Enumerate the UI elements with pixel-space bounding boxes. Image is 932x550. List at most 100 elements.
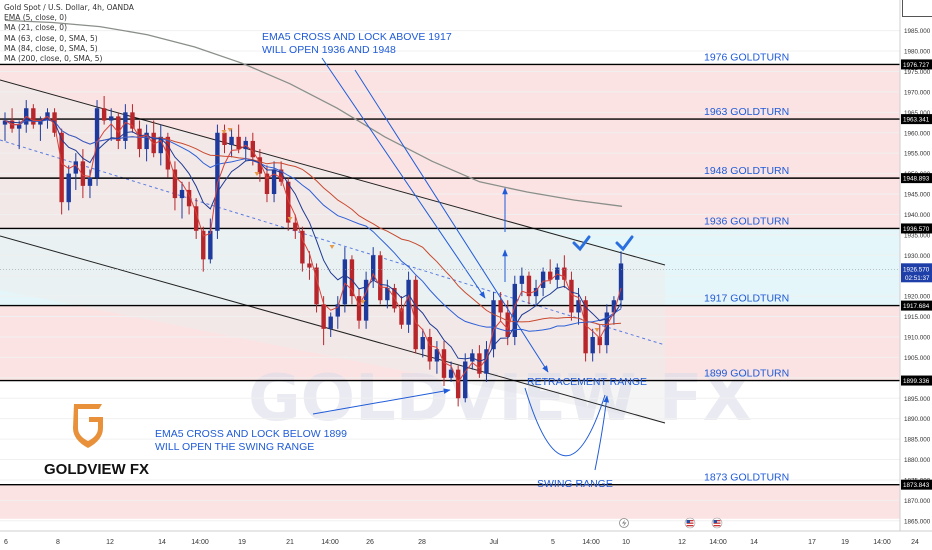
price-axis-tick-label: 1885.000	[904, 437, 931, 444]
symbol-title: Gold Spot / U.S. Dollar, 4h, OANDA	[4, 3, 134, 12]
candle-body	[16, 124, 22, 129]
candle-body	[562, 267, 567, 280]
time-axis-label: 14	[750, 539, 758, 546]
level-label: 1976 GOLDTURN	[704, 51, 789, 63]
candle-body	[547, 271, 553, 280]
candle-body	[604, 312, 610, 346]
candle-body	[576, 300, 581, 313]
candle-body	[271, 169, 277, 195]
time-axis-label: 12	[678, 539, 686, 546]
candle-body	[59, 132, 64, 203]
check-mark-icon	[572, 235, 591, 252]
candle-body	[413, 279, 418, 350]
candle-body	[498, 300, 503, 313]
flag-canton	[686, 520, 690, 523]
candle-body	[137, 128, 142, 150]
price-tag-box	[901, 375, 932, 386]
arrow-to-1899-break	[312, 388, 451, 415]
arrow-to-1917-break	[321, 57, 486, 299]
legend-ma63: MA (63, close, 0, SMA, 5)	[4, 33, 98, 43]
candle-body	[434, 349, 440, 362]
signal-marker	[221, 130, 227, 134]
logo-shield-icon	[73, 404, 103, 448]
candle-body	[491, 300, 496, 350]
legend-ma84: MA (84, close, 0, SMA, 5)	[4, 43, 98, 53]
candle-body	[455, 369, 461, 399]
time-axis-label: 26	[366, 539, 374, 546]
time-axis-label: 6	[4, 539, 8, 546]
candle-body	[385, 287, 390, 301]
price-tag-box	[901, 114, 932, 125]
goldview-logo: GOLDVIEW FX	[44, 404, 149, 478]
price-axis-tick-label: 1955.000	[904, 151, 931, 158]
price-tag-label: 1936.570	[903, 226, 930, 233]
candle-body	[144, 132, 149, 150]
time-axis-label: Jul	[490, 539, 499, 546]
channel-mid-line	[0, 139, 666, 346]
candle-body	[519, 275, 525, 284]
candle-body	[363, 279, 369, 321]
level-label: 1873 GOLDTURN	[704, 472, 789, 484]
time-axis-label: 19	[238, 539, 246, 546]
price-axis-tick-label: 1970.000	[904, 89, 931, 96]
candle-body	[73, 161, 79, 174]
price-axis-tick-label: 1945.000	[904, 192, 931, 199]
candle-body	[250, 140, 256, 158]
candle-body	[321, 304, 326, 329]
time-axis-label: 14	[158, 539, 166, 546]
candle-body	[80, 161, 86, 186]
candle-body	[179, 189, 185, 199]
price-axis-tick-label: 1940.000	[904, 212, 931, 219]
candle-body	[300, 230, 305, 264]
candle-body	[569, 279, 574, 313]
watermark-text: GOLDVIEW FX	[248, 362, 752, 436]
swing-range-arc	[524, 387, 606, 457]
price-tag-label: 1963.341	[903, 117, 930, 124]
candle-body	[123, 112, 128, 141]
annotation-below-1899-line1: EMA5 CROSS AND LOCK BELOW 1899	[155, 428, 347, 440]
lightning-bolt-icon	[622, 519, 627, 527]
candles-group	[2, 95, 624, 407]
swing-range-arrow	[594, 395, 610, 471]
candle-body	[222, 132, 227, 146]
price-tag-box	[901, 173, 932, 184]
price-tag-label: 1873.843	[903, 482, 930, 489]
signal-marker	[594, 328, 600, 332]
candle-body	[618, 263, 624, 301]
candle-body	[463, 361, 468, 399]
signal-marker	[360, 300, 366, 304]
candle-body	[165, 136, 171, 170]
candle-body	[533, 287, 539, 297]
candle-body	[420, 336, 425, 350]
signal-marker	[254, 172, 260, 176]
candle-body	[597, 336, 602, 346]
time-axis-label: 14:00	[709, 539, 727, 546]
level-label: 1963 GOLDTURN	[704, 106, 789, 118]
candle-body	[38, 120, 43, 125]
signal-marker	[329, 245, 335, 249]
candle-body	[406, 279, 411, 325]
candle-body	[66, 173, 71, 203]
ma63-line	[4, 119, 622, 332]
time-axis-label: 5	[551, 539, 555, 546]
signal-marker	[227, 128, 233, 132]
candle-body	[349, 259, 355, 297]
price-tag-box	[901, 300, 932, 311]
candle-body	[399, 308, 404, 325]
price-tag-label: 1917.684	[903, 303, 930, 310]
price-axis-tick-label: 1935.000	[904, 232, 931, 239]
level-label: 1917 GOLDTURN	[704, 293, 789, 305]
candle-body	[307, 263, 312, 268]
candle-body	[172, 169, 178, 199]
candle-body	[583, 300, 588, 354]
flag-stripe	[713, 525, 721, 527]
time-axis-label: 10	[622, 539, 630, 546]
candle-body	[448, 369, 454, 378]
zone-bottom-red	[0, 484, 900, 519]
price-tag-box	[901, 59, 932, 70]
price-axis-tick-label: 1910.000	[904, 334, 931, 341]
chart-menu-button[interactable]	[902, 0, 932, 17]
level-label: 1948 GOLDTURN	[704, 165, 789, 177]
candle-body	[130, 112, 135, 129]
